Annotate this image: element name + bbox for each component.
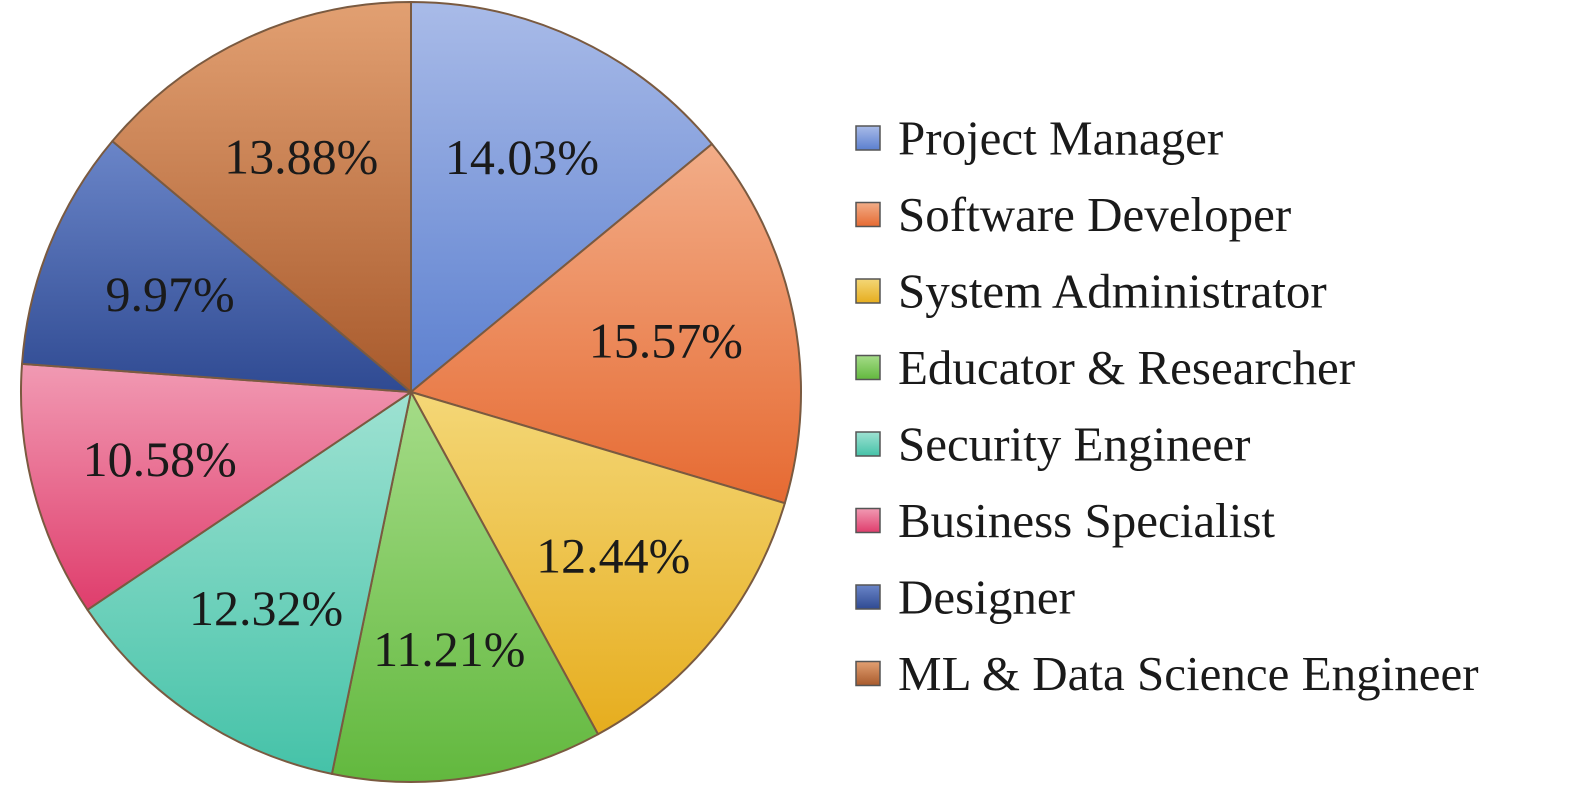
legend-swatch-ml-and-data-science-engineer	[855, 660, 881, 687]
legend-label-business-specialist: Business Specialist	[898, 493, 1275, 548]
legend-label-system-administrator: System Administrator	[898, 264, 1327, 319]
pie-slice-project-manager	[410, 1, 713, 393]
pie-slice-ml-and-data-science-engineer	[111, 1, 412, 393]
legend-label-educator-and-researcher: Educator & Researcher	[898, 340, 1355, 395]
legend-label-software-developer: Software Developer	[898, 187, 1291, 242]
pie-slice-educator-and-researcher	[330, 391, 600, 783]
legend-swatch-project-manager	[855, 125, 881, 151]
pie-slice-security-engineer	[86, 391, 412, 775]
slice-label-business-specialist: 10.58%	[83, 431, 237, 487]
pie-slices	[20, 1, 802, 783]
legend-item-system-administrator: System Administrator	[855, 264, 1327, 319]
legend-item-ml-and-data-science-engineer: ML & Data Science Engineer	[855, 646, 1479, 701]
slice-label-designer: 9.97%	[106, 266, 235, 322]
pie-slice-software-developer	[410, 142, 802, 505]
legend-swatch-software-developer	[855, 201, 881, 228]
pie-slice-business-specialist	[20, 362, 412, 611]
slice-label-system-administrator: 12.44%	[536, 528, 690, 584]
legend-item-software-developer: Software Developer	[855, 187, 1291, 242]
legend-swatch-system-administrator	[855, 278, 881, 304]
pie-slice-system-administrator	[410, 391, 786, 736]
legend-swatch-educator-and-researcher	[855, 354, 881, 381]
legend-label-project-manager: Project Manager	[898, 111, 1223, 166]
legend-label-ml-and-data-science-engineer: ML & Data Science Engineer	[898, 646, 1479, 701]
legend-item-educator-and-researcher: Educator & Researcher	[855, 340, 1355, 395]
legend-item-project-manager: Project Manager	[855, 111, 1223, 166]
slice-label-security-engineer: 12.32%	[189, 580, 343, 636]
slice-label-project-manager: 14.03%	[445, 129, 599, 185]
legend-label-designer: Designer	[898, 570, 1075, 625]
legend-item-business-specialist: Business Specialist	[855, 493, 1275, 548]
slice-label-software-developer: 15.57%	[589, 312, 743, 368]
slice-label-ml-and-data-science-engineer: 13.88%	[224, 128, 378, 184]
legend-swatch-designer	[855, 584, 881, 610]
legend: Project Manager Software Developer System …	[855, 111, 1479, 701]
pie-slice-labels: 14.03% 15.57% 12.44%11.21% 12.32% 10.58% 9.97…	[83, 128, 743, 677]
legend-item-designer: Designer	[855, 570, 1075, 625]
slice-label-educator-and-researcher: 11.21%	[373, 621, 525, 677]
legend-label-security-engineer: Security Engineer	[898, 417, 1250, 472]
legend-swatch-business-specialist	[855, 507, 881, 534]
legend-item-security-engineer: Security Engineer	[855, 417, 1250, 472]
legend-swatch-security-engineer	[855, 431, 881, 457]
pie-slice-designer	[21, 140, 412, 393]
